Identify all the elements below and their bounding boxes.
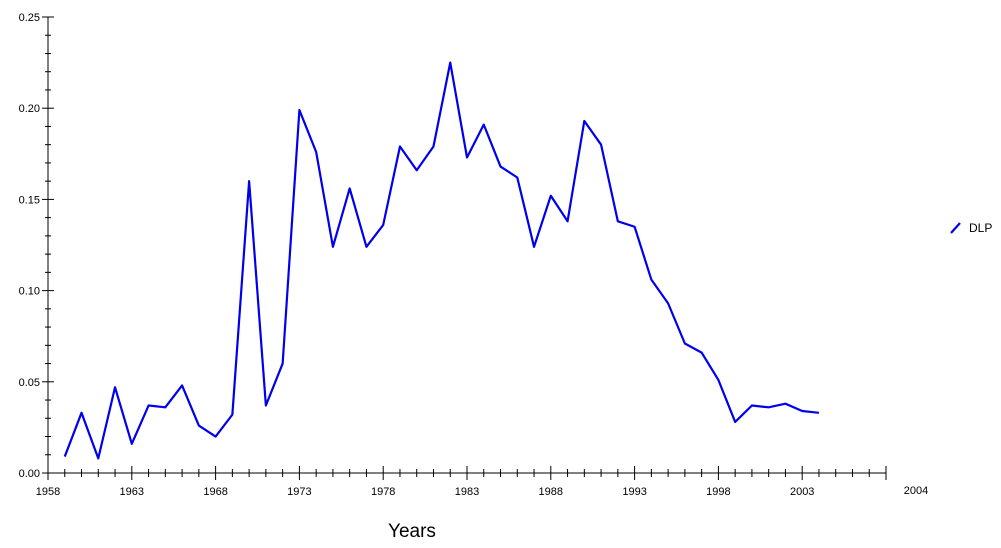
series-line-dlp [63,61,820,460]
axes [47,17,886,474]
y-tick-label: 0.05 [19,377,40,389]
legend-swatch-dlp [950,222,961,234]
x-tick-label: 1993 [622,486,646,498]
x-tick-label: 1978 [371,486,395,498]
x-axis-title: Years [388,521,436,542]
x-tick-label: 1958 [36,486,60,498]
x-axis-ticks: 1958 1963 1968 1973 1978 1983 1988 1993 1998 2003 [36,466,887,498]
x-tick-label: 1988 [539,486,563,498]
legend-label-dlp: DLP [969,221,992,235]
y-tick-label: 0.15 [19,194,40,206]
x-tick-label: 1983 [455,486,479,498]
x-tick-label: 2003 [790,486,814,498]
y-axis-ticks: 0.00 0.05 0.10 0.15 0.20 0.25 [19,12,54,480]
legend: DLP [950,221,992,235]
x-tick-label: 1973 [287,486,311,498]
series-layer [63,61,820,460]
x-tick-label: 1968 [203,486,227,498]
x-tick-label: 1963 [120,486,144,498]
y-tick-label: 0.20 [19,103,40,115]
y-tick-label: 0.10 [19,286,40,298]
y-tick-label: 0.00 [19,468,40,480]
x-tick-label: 1998 [706,486,730,498]
x-axis-end-label: 2004 [904,485,928,497]
y-tick-label: 0.25 [19,12,40,24]
